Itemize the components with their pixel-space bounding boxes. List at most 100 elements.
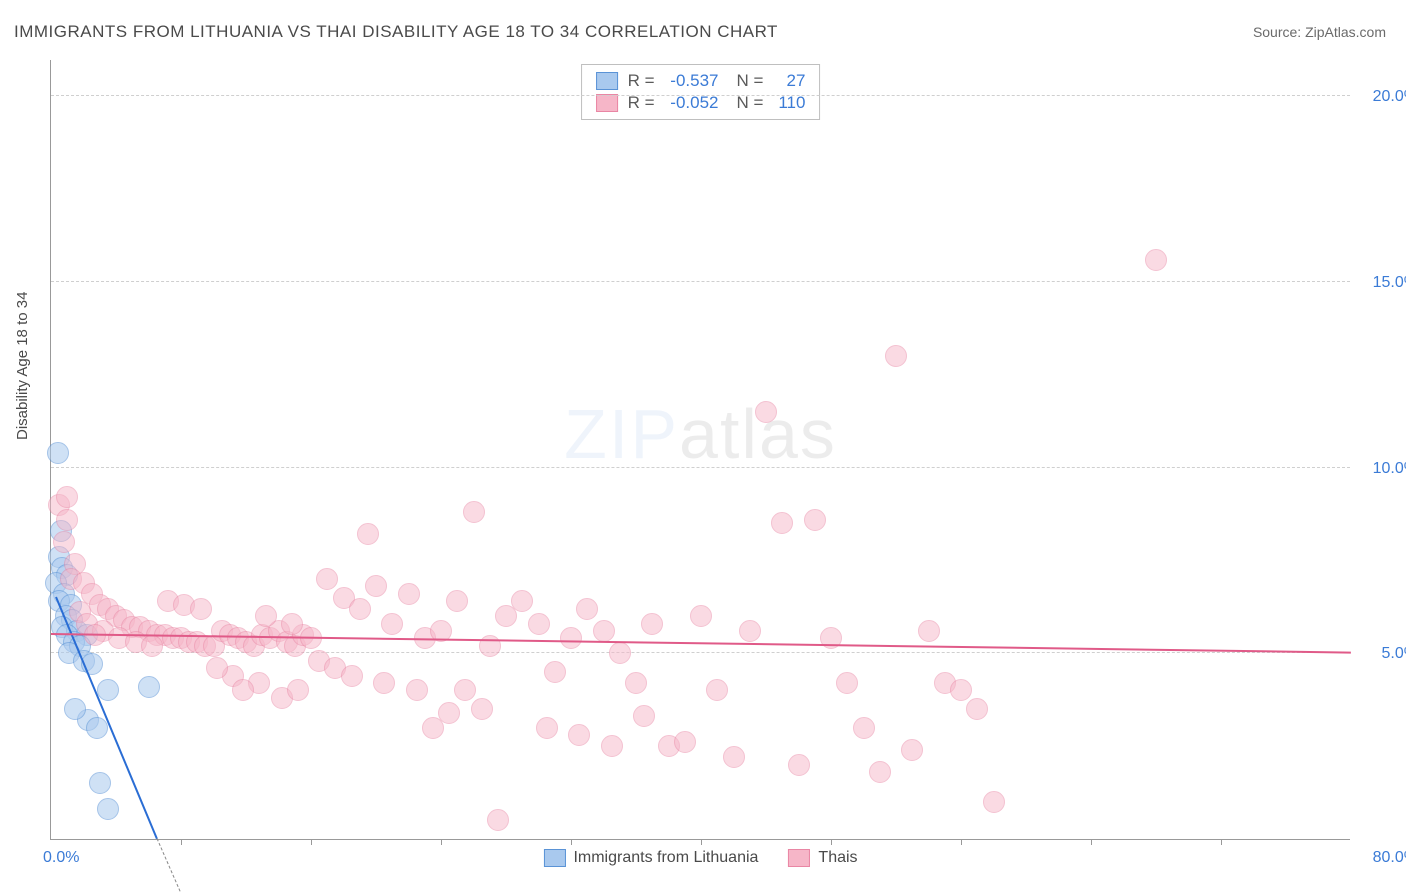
data-point [788, 754, 810, 776]
data-point [86, 717, 108, 739]
y-tick-label: 20.0% [1358, 88, 1406, 106]
data-point [463, 501, 485, 523]
legend-label: Thais [818, 849, 857, 867]
data-point [341, 665, 363, 687]
data-point [983, 791, 1005, 813]
trend-line [156, 838, 222, 892]
data-point [138, 676, 160, 698]
stats-row: R = -0.537 N = 27 [596, 71, 806, 91]
series-swatch [596, 72, 618, 90]
data-point [511, 590, 533, 612]
x-tick-label-max: 80.0% [1373, 849, 1406, 867]
data-point [560, 627, 582, 649]
data-point [674, 731, 696, 753]
data-point [97, 679, 119, 701]
data-point [568, 724, 590, 746]
legend: Immigrants from Lithuania Thais [543, 849, 857, 867]
data-point [454, 679, 476, 701]
data-point [255, 605, 277, 627]
legend-swatch [788, 849, 810, 867]
data-point [89, 772, 111, 794]
watermark: ZIPatlas [564, 394, 837, 474]
data-point [206, 657, 228, 679]
data-point [381, 613, 403, 635]
data-point [190, 598, 212, 620]
data-point [901, 739, 923, 761]
data-point [479, 635, 501, 657]
x-tick [831, 839, 832, 845]
data-point [528, 613, 550, 635]
data-point [869, 761, 891, 783]
x-tick [701, 839, 702, 845]
data-point [601, 735, 623, 757]
data-point [365, 575, 387, 597]
data-point [97, 798, 119, 820]
gridline-h [51, 467, 1350, 468]
source-label: Source: ZipAtlas.com [1253, 24, 1386, 40]
chart-title: IMMIGRANTS FROM LITHUANIA VS THAI DISABI… [14, 22, 778, 42]
data-point [53, 531, 75, 553]
legend-swatch [543, 849, 565, 867]
data-point [836, 672, 858, 694]
data-point [885, 345, 907, 367]
y-tick-label: 5.0% [1358, 645, 1406, 663]
data-point [373, 672, 395, 694]
x-tick-label-min: 0.0% [43, 849, 79, 867]
data-point [56, 486, 78, 508]
data-point [633, 705, 655, 727]
data-point [918, 620, 940, 642]
data-point [706, 679, 728, 701]
chart-container: IMMIGRANTS FROM LITHUANIA VS THAI DISABI… [0, 0, 1406, 892]
data-point [406, 679, 428, 701]
data-point [771, 512, 793, 534]
data-point [593, 620, 615, 642]
data-point [64, 698, 86, 720]
y-tick-label: 15.0% [1358, 274, 1406, 292]
x-tick [1091, 839, 1092, 845]
plot-area: ZIPatlas R =-0.537N =27R =-0.052N =110 I… [50, 60, 1350, 840]
data-point [47, 442, 69, 464]
data-point [755, 401, 777, 423]
data-point [853, 717, 875, 739]
legend-item: Thais [788, 849, 857, 867]
legend-label: Immigrants from Lithuania [573, 849, 758, 867]
data-point [56, 509, 78, 531]
data-point [141, 635, 163, 657]
y-axis-label: Disability Age 18 to 34 [14, 292, 31, 440]
stats-box: R =-0.537N =27R =-0.052N =110 [581, 64, 821, 120]
data-point [625, 672, 647, 694]
x-tick [181, 839, 182, 845]
data-point [576, 598, 598, 620]
data-point [690, 605, 712, 627]
data-point [357, 523, 379, 545]
data-point [950, 679, 972, 701]
x-tick [441, 839, 442, 845]
data-point [471, 698, 493, 720]
stat-r-label: R = [628, 71, 655, 91]
gridline-h [51, 281, 1350, 282]
data-point [287, 679, 309, 701]
series-swatch [596, 94, 618, 112]
x-tick [961, 839, 962, 845]
x-tick [311, 839, 312, 845]
data-point [609, 642, 631, 664]
data-point [487, 809, 509, 831]
data-point [544, 661, 566, 683]
gridline-h [51, 95, 1350, 96]
x-tick [571, 839, 572, 845]
stat-n-value: 27 [773, 71, 805, 91]
data-point [232, 679, 254, 701]
data-point [739, 620, 761, 642]
y-tick-label: 10.0% [1358, 460, 1406, 478]
data-point [438, 702, 460, 724]
stat-n-label: N = [737, 71, 764, 91]
data-point [723, 746, 745, 768]
legend-item: Immigrants from Lithuania [543, 849, 758, 867]
data-point [281, 613, 303, 635]
data-point [641, 613, 663, 635]
data-point [349, 598, 371, 620]
stat-r-value: -0.537 [665, 71, 719, 91]
data-point [966, 698, 988, 720]
data-point [536, 717, 558, 739]
data-point [316, 568, 338, 590]
